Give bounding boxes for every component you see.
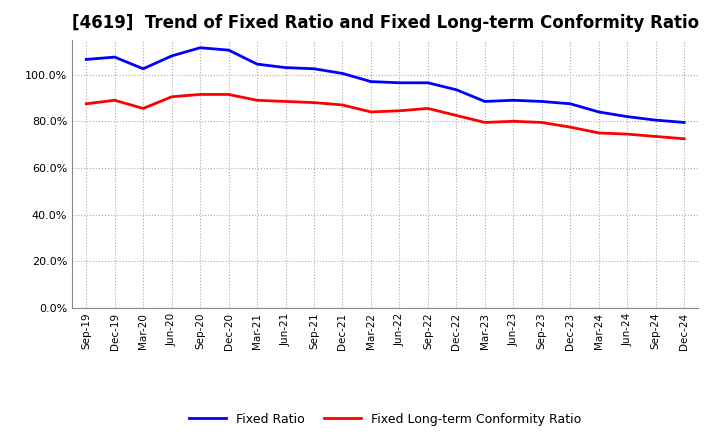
Line: Fixed Ratio: Fixed Ratio [86,48,684,122]
Fixed Ratio [139,66,148,71]
Fixed Long-term Conformity Ratio [225,92,233,97]
Fixed Long-term Conformity Ratio [366,109,375,114]
Fixed Ratio [652,117,660,123]
Fixed Long-term Conformity Ratio [282,99,290,104]
Fixed Ratio [253,62,261,67]
Fixed Long-term Conformity Ratio [196,92,204,97]
Fixed Ratio [366,79,375,84]
Fixed Long-term Conformity Ratio [139,106,148,111]
Fixed Long-term Conformity Ratio [566,125,575,130]
Fixed Ratio [196,45,204,51]
Fixed Ratio [423,80,432,85]
Fixed Long-term Conformity Ratio [509,119,518,124]
Fixed Ratio [623,114,631,119]
Fixed Ratio [595,109,603,114]
Fixed Ratio [310,66,318,71]
Fixed Ratio [566,101,575,106]
Fixed Long-term Conformity Ratio [680,136,688,141]
Fixed Long-term Conformity Ratio [395,108,404,114]
Fixed Long-term Conformity Ratio [480,120,489,125]
Fixed Long-term Conformity Ratio [652,134,660,139]
Fixed Ratio [82,57,91,62]
Fixed Ratio [282,65,290,70]
Fixed Long-term Conformity Ratio [338,103,347,108]
Fixed Ratio [225,48,233,53]
Fixed Long-term Conformity Ratio [452,113,461,118]
Fixed Long-term Conformity Ratio [423,106,432,111]
Title: [4619]  Trend of Fixed Ratio and Fixed Long-term Conformity Ratio: [4619] Trend of Fixed Ratio and Fixed Lo… [71,15,699,33]
Legend: Fixed Ratio, Fixed Long-term Conformity Ratio: Fixed Ratio, Fixed Long-term Conformity … [184,407,587,431]
Fixed Ratio [452,87,461,92]
Fixed Ratio [680,120,688,125]
Fixed Long-term Conformity Ratio [623,132,631,137]
Fixed Ratio [537,99,546,104]
Fixed Long-term Conformity Ratio [110,98,119,103]
Line: Fixed Long-term Conformity Ratio: Fixed Long-term Conformity Ratio [86,95,684,139]
Fixed Ratio [480,99,489,104]
Fixed Ratio [110,55,119,60]
Fixed Ratio [338,71,347,76]
Fixed Long-term Conformity Ratio [167,94,176,99]
Fixed Long-term Conformity Ratio [253,98,261,103]
Fixed Ratio [395,80,404,85]
Fixed Long-term Conformity Ratio [537,120,546,125]
Fixed Long-term Conformity Ratio [82,101,91,106]
Fixed Ratio [167,53,176,59]
Fixed Ratio [509,98,518,103]
Fixed Long-term Conformity Ratio [310,100,318,105]
Fixed Long-term Conformity Ratio [595,130,603,136]
